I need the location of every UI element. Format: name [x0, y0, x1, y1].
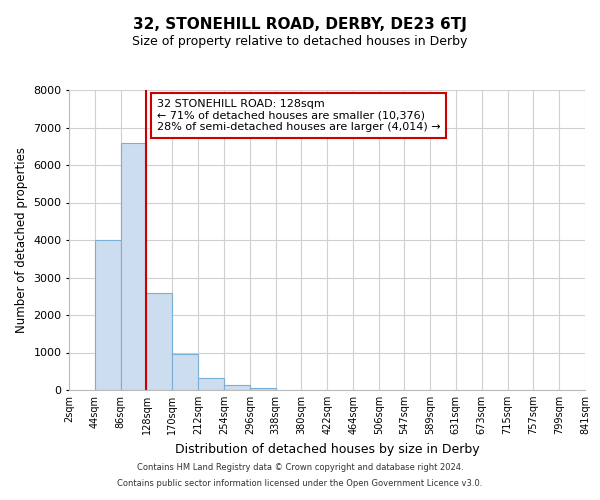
Bar [172, 354, 198, 390]
Text: Contains HM Land Registry data © Crown copyright and database right 2024.: Contains HM Land Registry data © Crown c… [137, 464, 463, 472]
Bar [121, 142, 146, 390]
Text: 32, STONEHILL ROAD, DERBY, DE23 6TJ: 32, STONEHILL ROAD, DERBY, DE23 6TJ [133, 18, 467, 32]
Text: 32 STONEHILL ROAD: 128sqm
← 71% of detached houses are smaller (10,376)
28% of s: 32 STONEHILL ROAD: 128sqm ← 71% of detac… [157, 99, 440, 132]
Bar [95, 240, 121, 390]
X-axis label: Distribution of detached houses by size in Derby: Distribution of detached houses by size … [175, 442, 479, 456]
Bar [250, 388, 275, 390]
Text: Contains public sector information licensed under the Open Government Licence v3: Contains public sector information licen… [118, 478, 482, 488]
Bar [198, 378, 224, 390]
Bar [146, 292, 172, 390]
Bar [224, 385, 250, 390]
Text: Size of property relative to detached houses in Derby: Size of property relative to detached ho… [133, 35, 467, 48]
Y-axis label: Number of detached properties: Number of detached properties [14, 147, 28, 333]
